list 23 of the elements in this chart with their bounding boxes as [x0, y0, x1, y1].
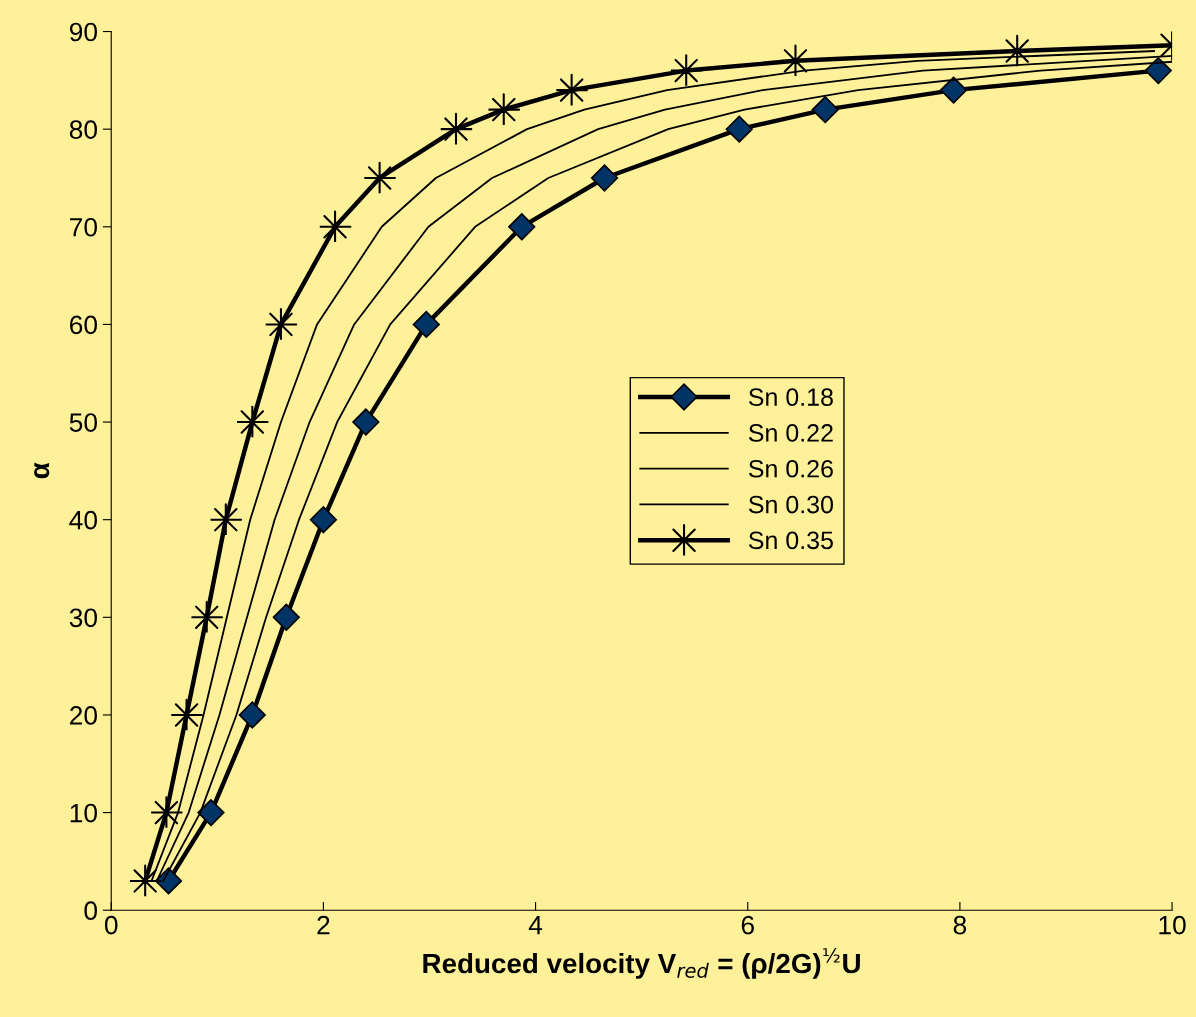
y-axis-title: α	[34, 462, 50, 479]
y-tick-label: 40	[69, 510, 97, 530]
y-tick-label: 90	[69, 22, 97, 42]
y-tick-label: 50	[69, 413, 97, 432]
y-tick-label: 10	[70, 803, 97, 823]
x-axis-title: Reduced velocity V$_{red}$ = (ρ/2G)$^{½}$U	[423, 948, 860, 979]
x-tick-label: 6	[741, 915, 754, 935]
legend-label: Sn 0.30	[748, 495, 833, 514]
y-tick-label: 60	[70, 315, 97, 335]
x-tick-label: 4	[528, 916, 543, 935]
x-tick-label: 10	[1159, 915, 1186, 935]
legend-label: Sn 0.18	[748, 388, 833, 406]
y-tick-label: 0	[84, 901, 97, 921]
y-tick-label: 70	[70, 217, 97, 237]
y-tick-label: 30	[69, 608, 97, 628]
legend-label: Sn 0.26	[748, 459, 833, 478]
x-tick-label: 0	[104, 915, 118, 935]
x-tick-label: 8	[953, 915, 967, 935]
y-tick-label: 80	[69, 120, 97, 139]
legend-label: Sn 0.35	[748, 531, 833, 550]
x-tick-label: 2	[317, 915, 330, 935]
legend-label: Sn 0.22	[748, 424, 833, 442]
y-tick-label: 20	[70, 706, 97, 725]
